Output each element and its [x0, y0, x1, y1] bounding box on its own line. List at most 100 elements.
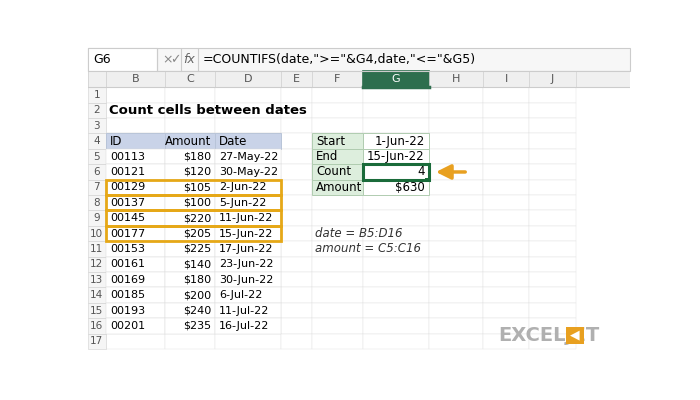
Text: amount = C5:C16: amount = C5:C16 — [315, 242, 421, 256]
Bar — [281, 180, 312, 195]
Text: 3: 3 — [94, 121, 100, 131]
Bar — [363, 334, 428, 349]
Text: 17: 17 — [90, 336, 104, 346]
Text: 00185: 00185 — [110, 290, 145, 300]
Bar — [88, 334, 106, 349]
Bar — [529, 334, 575, 349]
Bar — [106, 164, 165, 180]
Bar — [312, 257, 363, 272]
Bar — [529, 87, 575, 103]
Bar — [106, 210, 165, 226]
Bar — [106, 180, 281, 195]
Bar — [363, 164, 428, 180]
Bar — [363, 180, 428, 195]
Bar — [312, 288, 363, 303]
Bar — [363, 210, 428, 226]
Text: ✓: ✓ — [170, 53, 181, 66]
Bar — [312, 226, 363, 241]
Text: 14: 14 — [90, 290, 104, 300]
Bar — [483, 134, 529, 149]
Text: $220: $220 — [183, 213, 211, 223]
Bar — [312, 149, 363, 164]
Bar — [529, 226, 575, 241]
Bar — [88, 87, 106, 103]
Bar — [165, 257, 216, 272]
Bar — [363, 103, 428, 118]
Bar — [312, 134, 363, 149]
Bar — [165, 226, 216, 241]
Bar — [165, 103, 216, 118]
Text: $140: $140 — [183, 259, 211, 269]
Bar — [529, 288, 575, 303]
Bar — [106, 288, 165, 303]
Bar — [312, 272, 363, 288]
Text: 11: 11 — [90, 244, 104, 254]
Text: Amount: Amount — [316, 181, 363, 194]
Bar — [216, 87, 281, 103]
Bar — [106, 210, 165, 226]
Bar — [281, 149, 312, 164]
Bar — [216, 180, 281, 195]
Bar — [428, 118, 483, 134]
Text: C: C — [186, 74, 194, 84]
Bar — [483, 241, 529, 257]
Bar — [165, 164, 216, 180]
Text: 00113: 00113 — [110, 152, 145, 162]
Bar — [281, 195, 312, 210]
Text: B: B — [132, 74, 139, 84]
Bar — [106, 210, 281, 226]
Bar — [106, 272, 165, 288]
Bar — [216, 164, 281, 180]
Bar — [428, 180, 483, 195]
Bar — [106, 149, 165, 164]
Bar — [363, 118, 428, 134]
Text: 15-Jun-22: 15-Jun-22 — [219, 228, 274, 238]
Bar — [216, 118, 281, 134]
Text: End: End — [316, 150, 339, 163]
Bar — [425, 178, 428, 182]
Bar — [165, 257, 216, 272]
Bar — [483, 118, 529, 134]
Bar — [216, 134, 281, 149]
Bar — [529, 318, 575, 334]
Bar — [312, 303, 363, 318]
Bar — [106, 257, 165, 272]
Bar — [281, 118, 312, 134]
Bar — [106, 226, 165, 241]
Bar — [312, 180, 363, 195]
Text: D: D — [244, 74, 253, 84]
Bar — [363, 87, 428, 103]
Bar — [483, 149, 529, 164]
Bar — [165, 241, 216, 257]
Bar — [88, 48, 158, 71]
Bar — [106, 71, 165, 87]
Text: ×: × — [162, 53, 172, 66]
Bar — [88, 149, 106, 164]
Text: G6: G6 — [94, 53, 111, 66]
Bar — [88, 71, 106, 87]
Bar — [483, 334, 529, 349]
Bar — [529, 134, 575, 149]
Bar — [281, 134, 312, 149]
Text: A: A — [93, 74, 101, 84]
Bar — [216, 288, 281, 303]
Text: 13: 13 — [90, 275, 104, 285]
Bar — [216, 334, 281, 349]
Bar — [106, 195, 165, 210]
Bar — [106, 103, 165, 118]
Bar — [312, 195, 363, 210]
Bar — [312, 149, 363, 164]
Text: 4: 4 — [417, 166, 425, 178]
Bar — [88, 210, 106, 226]
Bar — [216, 318, 281, 334]
Text: 7: 7 — [94, 182, 100, 192]
Bar — [529, 164, 575, 180]
Bar — [363, 180, 428, 195]
Text: I: I — [505, 74, 508, 84]
Bar — [106, 195, 165, 210]
Bar — [165, 288, 216, 303]
Bar — [165, 134, 216, 149]
Text: =COUNTIFS(date,">="&G4,date,"<="&G5): =COUNTIFS(date,">="&G4,date,"<="&G5) — [202, 53, 475, 66]
Bar — [106, 149, 165, 164]
Bar — [165, 71, 216, 87]
